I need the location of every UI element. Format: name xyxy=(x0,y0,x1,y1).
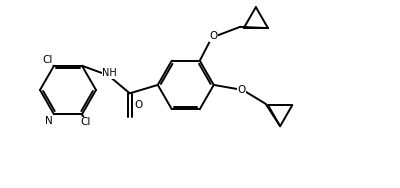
Text: Cl: Cl xyxy=(81,117,91,127)
Text: O: O xyxy=(134,100,143,110)
Text: NH: NH xyxy=(102,68,117,78)
Text: O: O xyxy=(237,85,246,95)
Text: O: O xyxy=(210,31,218,41)
Text: Cl: Cl xyxy=(43,55,53,65)
Text: N: N xyxy=(45,116,53,126)
